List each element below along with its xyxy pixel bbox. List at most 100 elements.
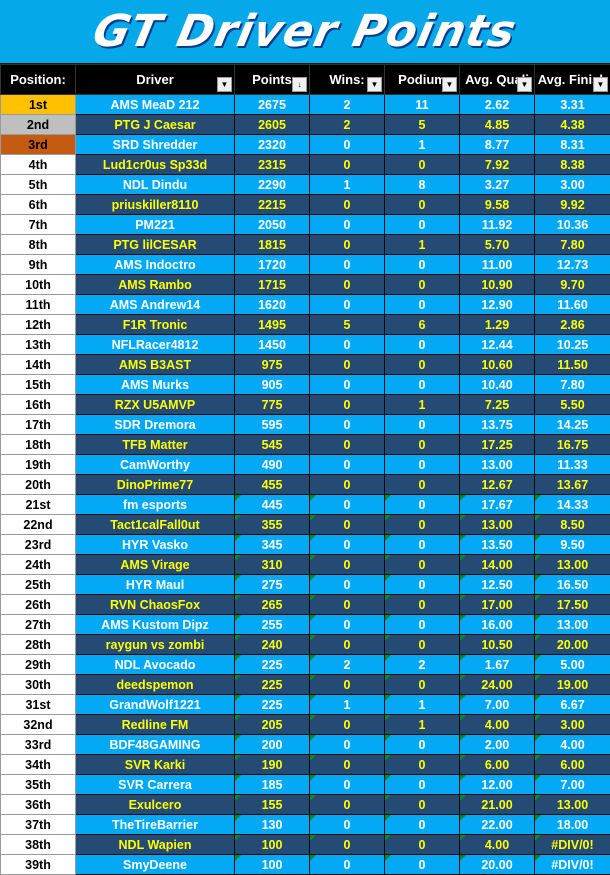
- column-header-avg-quali[interactable]: Avg. Quali ▼: [459, 64, 535, 95]
- avg-finish-cell[interactable]: 13.00: [534, 794, 610, 815]
- avg-quali-cell[interactable]: 10.60: [459, 354, 535, 375]
- driver-cell[interactable]: AMS Andrew14: [75, 294, 235, 315]
- avg-finish-cell[interactable]: 14.25: [534, 414, 610, 435]
- podium-cell[interactable]: 0: [384, 154, 460, 175]
- points-cell[interactable]: 355: [234, 514, 310, 535]
- points-cell[interactable]: 1715: [234, 274, 310, 295]
- wins-cell[interactable]: 0: [309, 534, 385, 555]
- points-cell[interactable]: 445: [234, 494, 310, 515]
- wins-cell[interactable]: 0: [309, 674, 385, 695]
- driver-cell[interactable]: AMS Kustom Dipz: [75, 614, 235, 635]
- sort-descending-icon[interactable]: ↓: [292, 77, 307, 92]
- podium-cell[interactable]: 0: [384, 294, 460, 315]
- avg-quali-cell[interactable]: 4.00: [459, 834, 535, 855]
- wins-cell[interactable]: 0: [309, 214, 385, 235]
- filter-dropdown-icon[interactable]: ▼: [593, 77, 608, 92]
- points-cell[interactable]: 1495: [234, 314, 310, 335]
- driver-cell[interactable]: fm esports: [75, 494, 235, 515]
- position-cell[interactable]: 30th: [0, 674, 76, 695]
- position-cell[interactable]: 24th: [0, 554, 76, 575]
- avg-finish-cell[interactable]: 16.75: [534, 434, 610, 455]
- driver-cell[interactable]: raygun vs zombi: [75, 634, 235, 655]
- position-cell[interactable]: 31st: [0, 694, 76, 715]
- podium-cell[interactable]: 1: [384, 134, 460, 155]
- wins-cell[interactable]: 0: [309, 474, 385, 495]
- avg-quali-cell[interactable]: 13.50: [459, 534, 535, 555]
- position-cell[interactable]: 5th: [0, 174, 76, 195]
- points-cell[interactable]: 200: [234, 734, 310, 755]
- avg-quali-cell[interactable]: 10.90: [459, 274, 535, 295]
- driver-cell[interactable]: SDR Dremora: [75, 414, 235, 435]
- podium-cell[interactable]: 0: [384, 374, 460, 395]
- podium-cell[interactable]: 0: [384, 194, 460, 215]
- driver-cell[interactable]: HYR Vasko: [75, 534, 235, 555]
- podium-cell[interactable]: 0: [384, 254, 460, 275]
- points-cell[interactable]: 225: [234, 694, 310, 715]
- wins-cell[interactable]: 0: [309, 134, 385, 155]
- points-cell[interactable]: 265: [234, 594, 310, 615]
- position-cell[interactable]: 2nd: [0, 114, 76, 135]
- driver-cell[interactable]: TFB Matter: [75, 434, 235, 455]
- podium-cell[interactable]: 0: [384, 414, 460, 435]
- avg-finish-cell[interactable]: 11.60: [534, 294, 610, 315]
- avg-quali-cell[interactable]: 21.00: [459, 794, 535, 815]
- driver-cell[interactable]: AMS Indoctro: [75, 254, 235, 275]
- driver-cell[interactable]: SRD Shredder: [75, 134, 235, 155]
- driver-cell[interactable]: TheTireBarrier: [75, 814, 235, 835]
- podium-cell[interactable]: 0: [384, 214, 460, 235]
- position-cell[interactable]: 19th: [0, 454, 76, 475]
- driver-cell[interactable]: AMS B3AST: [75, 354, 235, 375]
- position-cell[interactable]: 22nd: [0, 514, 76, 535]
- points-cell[interactable]: 205: [234, 714, 310, 735]
- driver-cell[interactable]: Exulcero: [75, 794, 235, 815]
- avg-quali-cell[interactable]: 11.92: [459, 214, 535, 235]
- avg-finish-cell[interactable]: 3.00: [534, 174, 610, 195]
- points-cell[interactable]: 2605: [234, 114, 310, 135]
- driver-cell[interactable]: SmyDeene: [75, 854, 235, 875]
- position-cell[interactable]: 20th: [0, 474, 76, 495]
- points-cell[interactable]: 905: [234, 374, 310, 395]
- driver-cell[interactable]: priuskiller8110: [75, 194, 235, 215]
- avg-finish-cell[interactable]: 3.31: [534, 94, 610, 115]
- position-cell[interactable]: 10th: [0, 274, 76, 295]
- podium-cell[interactable]: 0: [384, 674, 460, 695]
- podium-cell[interactable]: 0: [384, 594, 460, 615]
- points-cell[interactable]: 240: [234, 634, 310, 655]
- points-cell[interactable]: 545: [234, 434, 310, 455]
- wins-cell[interactable]: 0: [309, 754, 385, 775]
- avg-finish-cell[interactable]: 9.70: [534, 274, 610, 295]
- driver-cell[interactable]: F1R Tronic: [75, 314, 235, 335]
- wins-cell[interactable]: 0: [309, 414, 385, 435]
- position-cell[interactable]: 18th: [0, 434, 76, 455]
- podium-cell[interactable]: 5: [384, 114, 460, 135]
- driver-cell[interactable]: Lud1cr0us Sp33d: [75, 154, 235, 175]
- position-cell[interactable]: 35th: [0, 774, 76, 795]
- avg-finish-cell[interactable]: 9.50: [534, 534, 610, 555]
- podium-cell[interactable]: 0: [384, 514, 460, 535]
- driver-cell[interactable]: NDL Wapien: [75, 834, 235, 855]
- avg-quali-cell[interactable]: 13.00: [459, 454, 535, 475]
- position-cell[interactable]: 32nd: [0, 714, 76, 735]
- podium-cell[interactable]: 0: [384, 354, 460, 375]
- points-cell[interactable]: 2675: [234, 94, 310, 115]
- wins-cell[interactable]: 0: [309, 574, 385, 595]
- avg-finish-cell[interactable]: 13.00: [534, 554, 610, 575]
- avg-quali-cell[interactable]: 5.70: [459, 234, 535, 255]
- avg-finish-cell[interactable]: 7.00: [534, 774, 610, 795]
- avg-finish-cell[interactable]: 9.92: [534, 194, 610, 215]
- avg-quali-cell[interactable]: 20.00: [459, 854, 535, 875]
- avg-finish-cell[interactable]: 20.00: [534, 634, 610, 655]
- driver-cell[interactable]: Redline FM: [75, 714, 235, 735]
- podium-cell[interactable]: 0: [384, 814, 460, 835]
- avg-quali-cell[interactable]: 7.00: [459, 694, 535, 715]
- avg-quali-cell[interactable]: 13.75: [459, 414, 535, 435]
- position-cell[interactable]: 12th: [0, 314, 76, 335]
- wins-cell[interactable]: 0: [309, 374, 385, 395]
- position-cell[interactable]: 9th: [0, 254, 76, 275]
- driver-cell[interactable]: SVR Karki: [75, 754, 235, 775]
- podium-cell[interactable]: 11: [384, 94, 460, 115]
- column-header-points[interactable]: Points ↓: [234, 64, 310, 95]
- column-header-driver[interactable]: Driver ▼: [75, 64, 235, 95]
- position-cell[interactable]: 21st: [0, 494, 76, 515]
- driver-cell[interactable]: RVN ChaosFox: [75, 594, 235, 615]
